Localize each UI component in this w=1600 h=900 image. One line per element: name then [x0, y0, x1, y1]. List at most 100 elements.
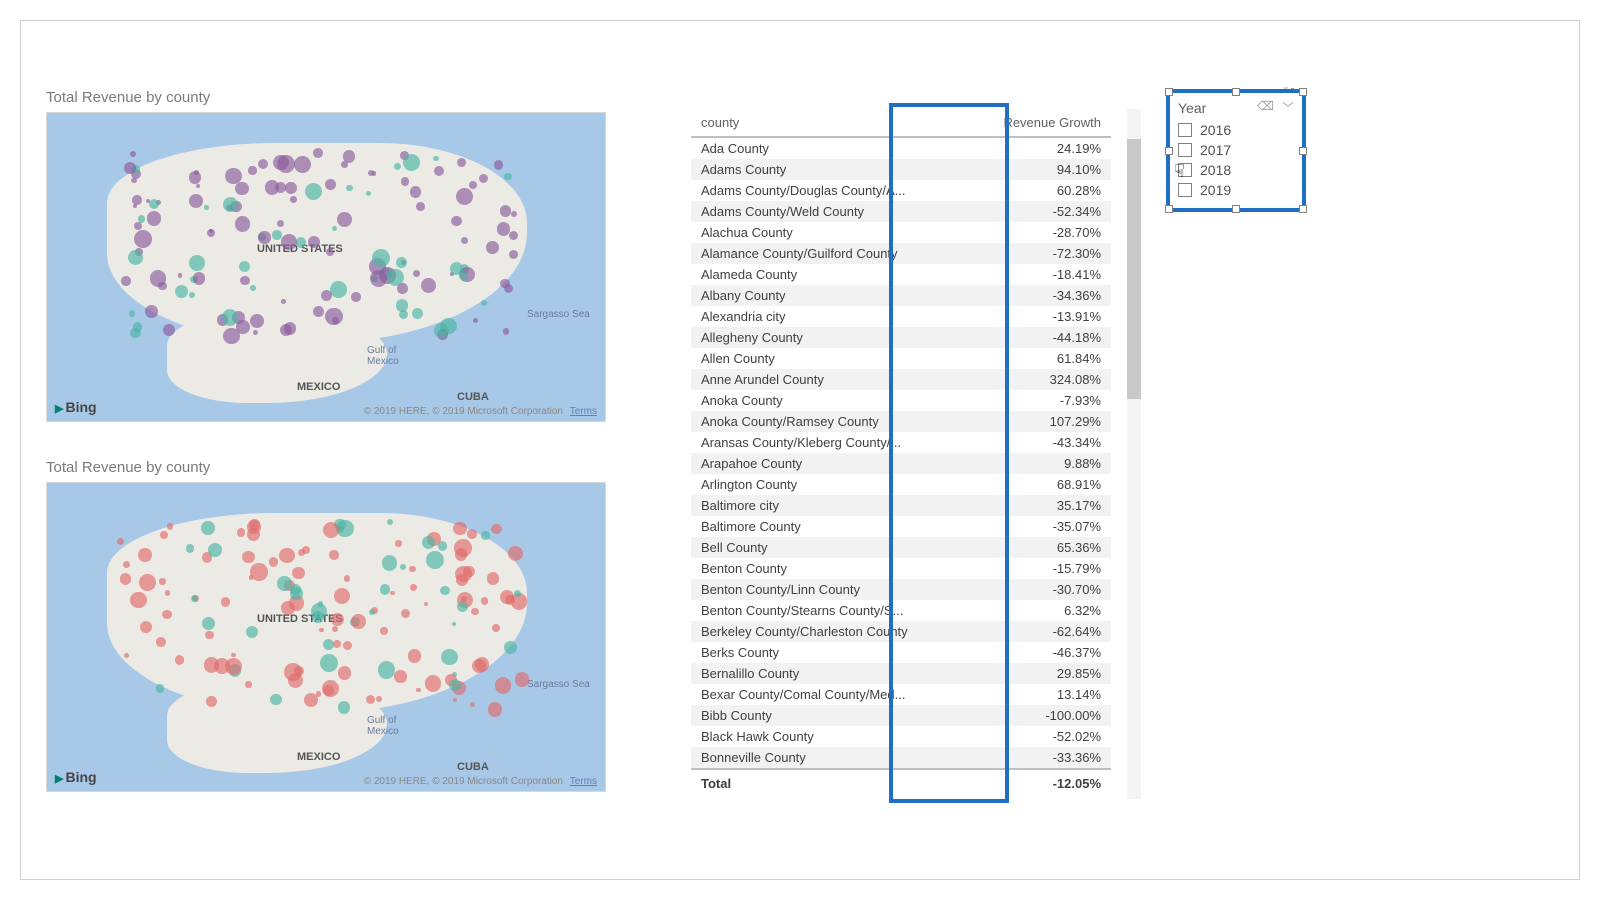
map-bubble: [456, 574, 468, 586]
table-row[interactable]: Baltimore city35.17%: [691, 495, 1111, 516]
map-visual-bottom[interactable]: Total Revenue by county UNITED STATES ME…: [46, 459, 606, 792]
map-bubble: [138, 548, 152, 562]
checkbox[interactable]: [1178, 163, 1192, 177]
slicer-item-label: 2018: [1200, 162, 1231, 178]
map-bubble: [160, 531, 167, 538]
table-row[interactable]: Anoka County/Ramsey County107.29%: [691, 411, 1111, 432]
slicer-item-2019[interactable]: 2019: [1178, 180, 1294, 200]
table-row[interactable]: Arapahoe County9.88%: [691, 453, 1111, 474]
table-row[interactable]: Black Hawk County-52.02%: [691, 726, 1111, 747]
cell-county: Benton County: [691, 558, 956, 579]
cell-county: Allegheny County: [691, 327, 956, 348]
map-visual-top[interactable]: Total Revenue by county UNITED STATES ME…: [46, 89, 606, 422]
map-bubble: [120, 573, 131, 584]
table-row[interactable]: Benton County/Stearns County/S...6.32%: [691, 600, 1111, 621]
resize-handle[interactable]: [1232, 88, 1240, 96]
map-bubble: [130, 592, 146, 608]
table-row[interactable]: Berkeley County/Charleston County-62.64%: [691, 621, 1111, 642]
map-bubble: [457, 601, 468, 612]
map-bubble: [467, 529, 477, 539]
table-row[interactable]: Berks County-46.37%: [691, 642, 1111, 663]
table-row[interactable]: Bernalillo County29.85%: [691, 663, 1111, 684]
terms-link[interactable]: Terms: [570, 406, 597, 417]
map-bubble: [253, 330, 258, 335]
table-row[interactable]: Anne Arundel County324.08%: [691, 369, 1111, 390]
report-canvas: Total Revenue by county UNITED STATES ME…: [20, 20, 1580, 880]
table-row[interactable]: Adams County/Douglas County/A...60.28%: [691, 180, 1111, 201]
map-bubble: [366, 695, 375, 704]
resize-handle[interactable]: [1299, 88, 1307, 96]
map-bubble: [394, 670, 406, 682]
map-bubble: [189, 194, 203, 208]
col-header-county[interactable]: county: [691, 109, 956, 137]
resize-handle[interactable]: [1165, 88, 1173, 96]
chevron-down-icon[interactable]: ﹀: [1282, 99, 1294, 116]
revenue-table: county Revenue Growth Ada County24.19%Ad…: [691, 109, 1111, 797]
table-row[interactable]: Alameda County-18.41%: [691, 264, 1111, 285]
table-row[interactable]: Adams County/Weld County-52.34%: [691, 201, 1111, 222]
slicer-item-2018[interactable]: 2018: [1178, 160, 1294, 180]
map-bubble: [235, 182, 249, 196]
map-bubble: [205, 631, 213, 639]
table-row[interactable]: Allegheny County-44.18%: [691, 327, 1111, 348]
table-row[interactable]: Benton County/Linn County-30.70%: [691, 579, 1111, 600]
table-row[interactable]: Bexar County/Comal County/Med...13.14%: [691, 684, 1111, 705]
resize-handle[interactable]: [1299, 147, 1307, 155]
table-row[interactable]: Baltimore County-35.07%: [691, 516, 1111, 537]
map-bubble: [326, 248, 334, 256]
cell-growth: 68.91%: [956, 474, 1112, 495]
table-row[interactable]: Alexandria city-13.91%: [691, 306, 1111, 327]
table-row[interactable]: Albany County-34.36%: [691, 285, 1111, 306]
map-frame-top[interactable]: UNITED STATES MEXICO CUBA Gulf of Mexico…: [46, 112, 606, 422]
map-bubble: [413, 270, 420, 277]
resize-handle[interactable]: [1165, 147, 1173, 155]
cell-growth: 9.88%: [956, 453, 1112, 474]
checkbox[interactable]: [1178, 143, 1192, 157]
cell-county: Alexandria city: [691, 306, 956, 327]
table-row[interactable]: Bell County65.36%: [691, 537, 1111, 558]
checkbox[interactable]: [1178, 183, 1192, 197]
cell-county: Adams County/Douglas County/A...: [691, 180, 956, 201]
resize-handle[interactable]: [1299, 205, 1307, 213]
cell-growth: -35.07%: [956, 516, 1112, 537]
map-bubble: [344, 575, 350, 581]
cell-growth: 13.14%: [956, 684, 1112, 705]
map-bubble: [509, 231, 519, 241]
checkbox[interactable]: [1178, 123, 1192, 137]
map-bubble: [479, 174, 488, 183]
table-row[interactable]: Ada County24.19%: [691, 137, 1111, 159]
resize-handle[interactable]: [1165, 205, 1173, 213]
table-row[interactable]: Allen County61.84%: [691, 348, 1111, 369]
map-bubble: [421, 278, 436, 293]
resize-handle[interactable]: [1232, 205, 1240, 213]
cell-growth: -44.18%: [956, 327, 1112, 348]
terms-link-2[interactable]: Terms: [570, 776, 597, 787]
table-row[interactable]: Bonneville County-33.36%: [691, 747, 1111, 769]
table-scrollbar[interactable]: [1127, 109, 1141, 799]
map-frame-bottom[interactable]: UNITED STATES MEXICO CUBA Gulf of Mexico…: [46, 482, 606, 792]
scroll-thumb[interactable]: [1127, 139, 1141, 399]
slicer-item-2017[interactable]: 2017: [1178, 140, 1294, 160]
table-row[interactable]: Aransas County/Kleberg County/...-43.34%: [691, 432, 1111, 453]
map-bubble: [159, 578, 165, 584]
revenue-table-visual[interactable]: county Revenue Growth Ada County24.19%Ad…: [691, 109, 1111, 809]
year-slicer[interactable]: Year ⌫ ﹀ 2016201720182019: [1166, 89, 1306, 212]
cell-county: Alachua County: [691, 222, 956, 243]
map-bubble: [337, 212, 352, 227]
map-bubble: [416, 202, 425, 211]
eraser-icon[interactable]: ⌫: [1257, 99, 1274, 116]
cell-growth: 29.85%: [956, 663, 1112, 684]
slicer-item-2016[interactable]: 2016: [1178, 120, 1294, 140]
table-row[interactable]: Arlington County68.91%: [691, 474, 1111, 495]
table-row[interactable]: Alamance County/Guilford County-72.30%: [691, 243, 1111, 264]
table-row[interactable]: Benton County-15.79%: [691, 558, 1111, 579]
table-row[interactable]: Bibb County-100.00%: [691, 705, 1111, 726]
map-bubble: [149, 199, 159, 209]
map-bubble: [509, 250, 518, 259]
table-row[interactable]: Anoka County-7.93%: [691, 390, 1111, 411]
cell-county: Alamance County/Guilford County: [691, 243, 956, 264]
table-row[interactable]: Adams County94.10%: [691, 159, 1111, 180]
map-bubble: [323, 639, 335, 651]
table-row[interactable]: Alachua County-28.70%: [691, 222, 1111, 243]
col-header-growth[interactable]: Revenue Growth: [956, 109, 1112, 137]
